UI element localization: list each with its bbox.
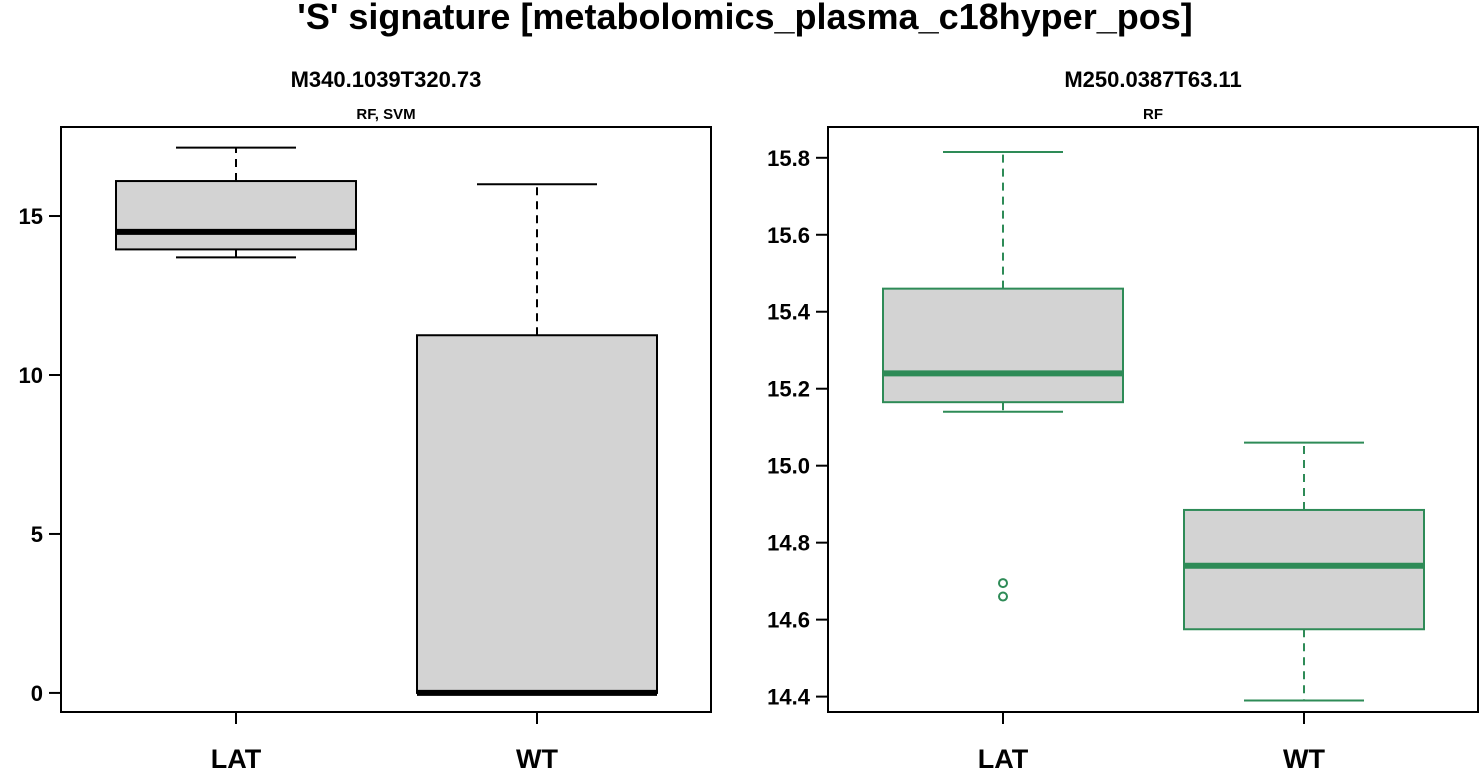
x-tick-label: LAT (978, 744, 1029, 770)
panel-2-title: M250.0387T63.11 (1064, 67, 1241, 92)
panel-1-subtitle: RF, SVM (356, 106, 415, 123)
panel-2-boxes (882, 151, 1425, 702)
x-tick-label: WT (1283, 744, 1325, 770)
box-lat (115, 146, 357, 259)
outlier-point (998, 591, 1008, 602)
panel-1-plot-frame (60, 126, 712, 713)
y-tick-label: 14.6 (767, 608, 810, 633)
panel-2-subtitle: RF (1143, 106, 1163, 123)
y-tick-label: 15.4 (767, 300, 811, 325)
x-tick-label: LAT (211, 744, 262, 770)
panel-1-x-axis: LAT WT (211, 712, 558, 770)
box-lat (882, 151, 1124, 602)
panel-2: M250.0387T63.11 RF 14.414.614.815.015.21… (767, 67, 1479, 770)
y-tick-label: 0 (31, 681, 43, 706)
y-tick-label: 5 (31, 522, 43, 547)
iqr-box (882, 287, 1124, 404)
y-tick-label: 14.4 (767, 685, 811, 710)
panel-1: M340.1039T320.73 RF, SVM 0 5 10 15 LAT WT (19, 67, 712, 770)
panel-2-y-axis: 14.4 14.6 14.8 15.0 15.2 15.4 15.6 15.8 (767, 146, 828, 710)
y-tick-label: 15.2 (767, 377, 810, 402)
y-tick-label: 15 (19, 204, 43, 229)
figure-title: 'S' signature [metabolomics_plasma_c18hy… (297, 0, 1192, 37)
y-tick-label: 15.6 (767, 223, 810, 248)
panel-2-plot-frame (827, 126, 1479, 713)
panel-1-boxes (115, 146, 658, 696)
y-tick-label: 15.8 (767, 146, 810, 171)
panel-1-y-axis: 0 5 10 15 (19, 204, 61, 706)
x-tick-label: WT (516, 744, 558, 770)
iqr-box (416, 334, 658, 694)
iqr-box (115, 180, 357, 251)
y-tick-label: 10 (19, 363, 43, 388)
box-wt (416, 183, 658, 696)
y-tick-label: 14.8 (767, 531, 810, 556)
outlier-point (998, 578, 1008, 589)
iqr-box (1183, 508, 1425, 631)
box-wt (1183, 441, 1425, 702)
panel-1-title: M340.1039T320.73 (291, 67, 482, 92)
y-tick-label: 15.0 (767, 454, 810, 479)
panel-2-x-axis: LAT WT (978, 712, 1325, 770)
